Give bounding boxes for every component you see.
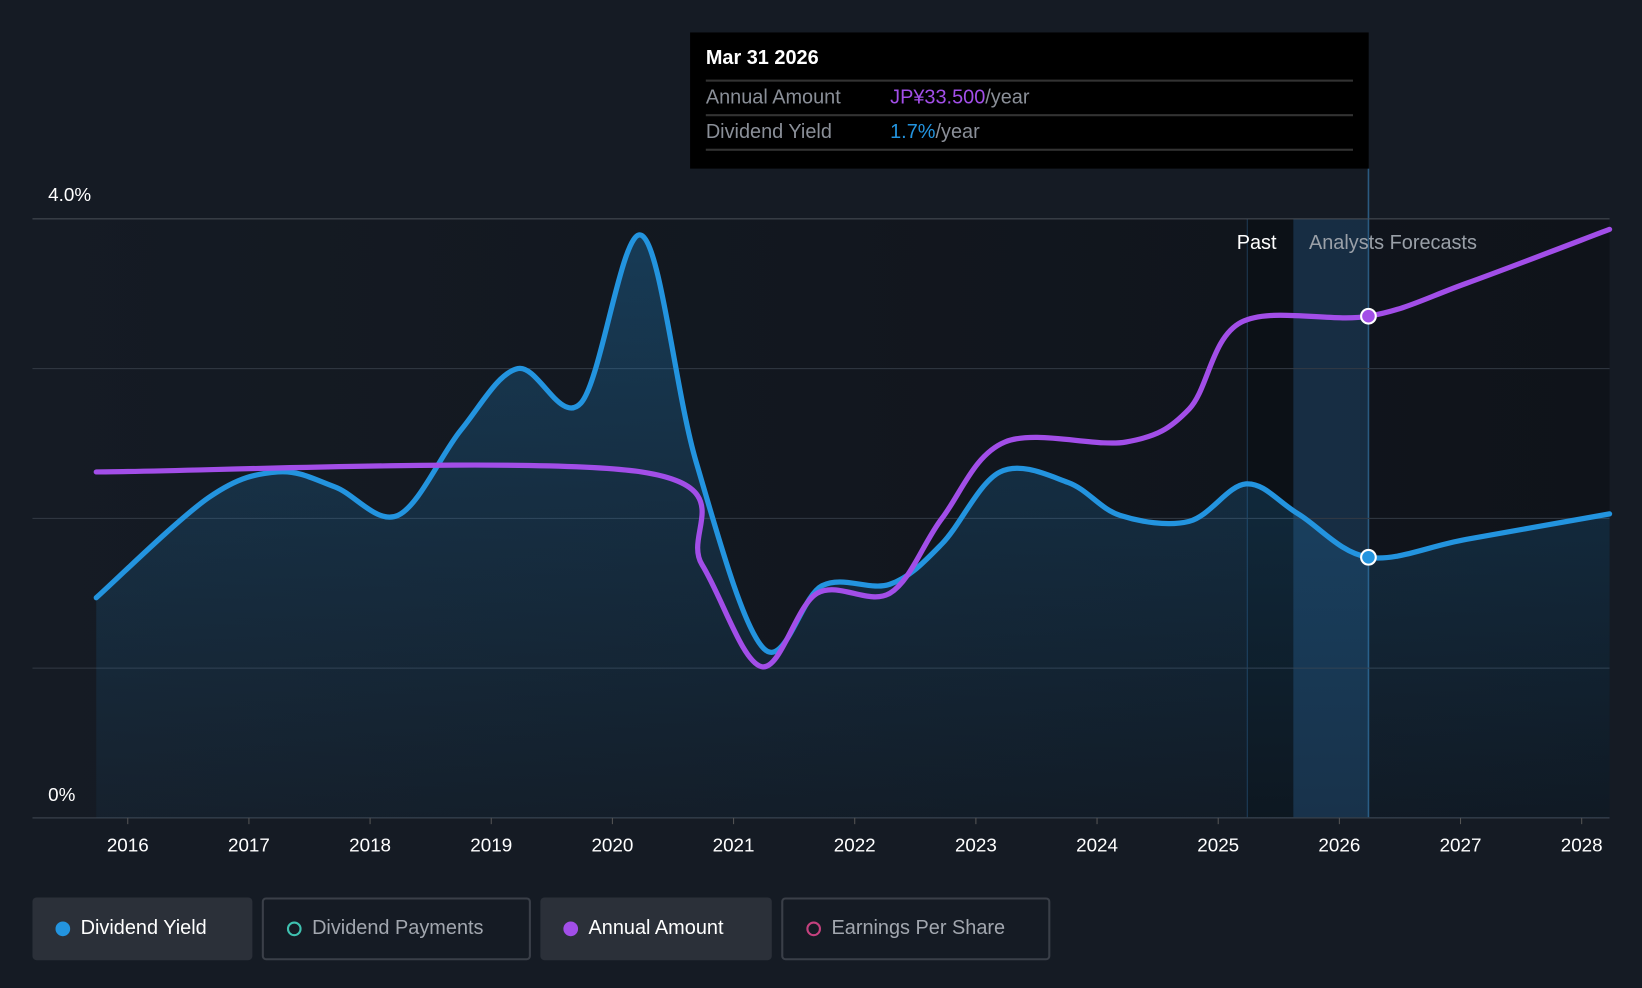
x-tick-label: 2022: [834, 834, 876, 855]
tooltip-row-annual-amount: Annual Amount JP¥33.500 /year: [705, 82, 1353, 117]
legend-label: Earnings Per Share: [831, 917, 1006, 940]
annual-amount-line: [93, 226, 1613, 670]
x-tick-label: 2019: [470, 834, 512, 855]
x-tick-label: 2021: [713, 834, 755, 855]
dividend-yield-line: [93, 232, 1613, 655]
x-tick-label: 2023: [955, 834, 997, 855]
tooltip-label: Dividend Yield: [705, 121, 832, 144]
ring-icon: [806, 921, 822, 937]
x-tick-label: 2016: [107, 834, 149, 855]
hover-point: [1360, 548, 1377, 566]
x-tick-label: 2018: [349, 834, 391, 855]
past-label: Past: [1237, 232, 1277, 254]
y-tick-label: 4.0%: [48, 184, 91, 205]
yield-area: [96, 234, 1610, 818]
x-tick-label: 2024: [1076, 834, 1118, 855]
x-tick-label: 2025: [1197, 834, 1239, 855]
forecast-label: Analysts Forecasts: [1309, 232, 1477, 254]
x-tick-label: 2028: [1561, 834, 1603, 855]
legend-label: Annual Amount: [588, 917, 724, 940]
tooltip-label: Annual Amount: [705, 86, 841, 109]
hover-point: [1360, 307, 1377, 325]
y-tick-label: 0%: [48, 784, 75, 805]
tooltip-suffix: /year: [985, 86, 1030, 109]
legend-label: Dividend Yield: [80, 917, 207, 940]
legend-annual-amount[interactable]: Annual Amount: [540, 897, 772, 961]
dot-icon: [55, 921, 71, 937]
tooltip-value: JP¥33.500: [890, 86, 986, 109]
ring-icon: [286, 921, 302, 937]
tooltip-date: Mar 31 2026: [705, 47, 1353, 82]
legend-dividend-payments[interactable]: Dividend Payments: [261, 897, 531, 961]
x-tick-label: 2017: [228, 834, 270, 855]
legend: Dividend Yield Dividend Payments Annual …: [32, 897, 1051, 961]
legend-earnings-per-share[interactable]: Earnings Per Share: [781, 897, 1051, 961]
tooltip-row-dividend-yield: Dividend Yield 1.7% /year: [705, 116, 1353, 151]
legend-label: Dividend Payments: [312, 917, 484, 940]
x-tick-label: 2026: [1318, 834, 1360, 855]
legend-dividend-yield[interactable]: Dividend Yield: [32, 897, 253, 961]
x-tick-label: 2020: [591, 834, 633, 855]
tooltip: Mar 31 2026 Annual Amount JP¥33.500 /yea…: [690, 32, 1369, 169]
tooltip-suffix: /year: [935, 121, 980, 144]
tooltip-value: 1.7%: [890, 121, 936, 144]
dot-icon: [563, 921, 579, 937]
x-tick-label: 2027: [1440, 834, 1482, 855]
